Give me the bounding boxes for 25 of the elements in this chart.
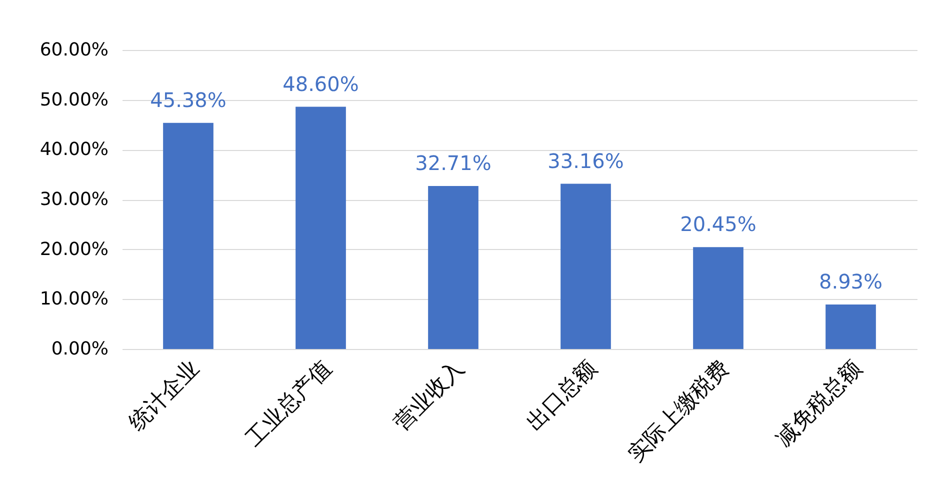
bar [693, 247, 744, 349]
y-tick-label: 0.00% [51, 338, 108, 360]
data-label: 32.71% [415, 150, 492, 175]
x-tick-label: 减免税总额 [772, 356, 868, 452]
y-tick-label: 60.00% [40, 40, 108, 60]
data-label: 20.45% [680, 212, 756, 236]
data-label: 45.38% [150, 88, 226, 112]
y-tick-label: 10.00% [40, 288, 108, 310]
data-label: 8.93% [818, 270, 883, 294]
bar [826, 304, 876, 349]
y-tick-label: 30.00% [40, 189, 108, 210]
x-tick-label: 工业总产值 [242, 356, 338, 452]
y-tick-label: 20.00% [40, 238, 108, 260]
bar [163, 122, 214, 349]
data-label: 48.60% [282, 72, 359, 96]
data-label: 33.16% [548, 148, 624, 173]
x-tick-label: 出口总额 [522, 356, 602, 436]
bar [296, 106, 346, 349]
y-tick-label: 40.00% [40, 139, 108, 160]
x-tick-label: 营业收入 [390, 356, 470, 436]
y-tick-label: 50.00% [40, 89, 108, 110]
x-tick-label: 统计企业 [124, 356, 205, 436]
bar [560, 184, 611, 349]
bar [428, 186, 478, 349]
x-tick-label: 实际上缴税费 [624, 356, 735, 468]
